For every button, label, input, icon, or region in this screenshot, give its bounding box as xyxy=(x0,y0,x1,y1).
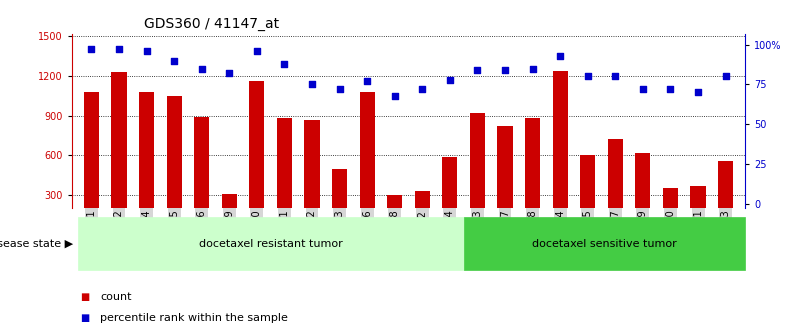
Point xyxy=(333,86,346,92)
Bar xyxy=(718,161,733,208)
Point xyxy=(306,82,319,87)
Point xyxy=(416,86,429,92)
Point xyxy=(553,53,566,58)
Point xyxy=(582,74,594,79)
Bar xyxy=(635,153,650,208)
Bar xyxy=(222,194,237,208)
Bar xyxy=(194,117,209,208)
Bar xyxy=(608,139,623,208)
Bar xyxy=(690,186,706,208)
Bar xyxy=(360,92,375,208)
Bar xyxy=(111,72,127,208)
Text: percentile rank within the sample: percentile rank within the sample xyxy=(100,312,288,323)
Point xyxy=(223,71,235,76)
Point xyxy=(498,68,511,73)
Bar xyxy=(387,195,402,208)
Text: GDS360 / 41147_at: GDS360 / 41147_at xyxy=(144,17,280,31)
Point xyxy=(278,61,291,67)
Bar xyxy=(249,81,264,208)
Text: count: count xyxy=(100,292,131,302)
Point xyxy=(444,77,457,82)
Point xyxy=(719,74,732,79)
Point xyxy=(113,47,126,52)
Bar xyxy=(442,157,457,208)
Text: ■: ■ xyxy=(80,292,90,302)
Bar xyxy=(663,188,678,208)
Point xyxy=(140,48,153,54)
Text: disease state ▶: disease state ▶ xyxy=(0,239,74,249)
Text: docetaxel sensitive tumor: docetaxel sensitive tumor xyxy=(532,239,677,249)
Bar xyxy=(497,126,513,208)
Text: ■: ■ xyxy=(80,312,90,323)
Text: docetaxel resistant tumor: docetaxel resistant tumor xyxy=(199,239,343,249)
Bar xyxy=(332,169,347,208)
Bar xyxy=(415,191,430,208)
Point xyxy=(388,93,401,98)
Point xyxy=(637,86,650,92)
Point xyxy=(360,79,373,84)
Point xyxy=(664,86,677,92)
Bar xyxy=(553,71,568,208)
Point xyxy=(251,48,264,54)
Bar xyxy=(470,113,485,208)
Point xyxy=(85,47,98,52)
Bar xyxy=(139,92,154,208)
Bar xyxy=(580,155,595,208)
Point xyxy=(691,90,704,95)
Bar xyxy=(304,120,320,208)
Point xyxy=(609,74,622,79)
Bar xyxy=(277,118,292,208)
Bar xyxy=(167,96,182,208)
Point xyxy=(526,66,539,71)
Point xyxy=(471,68,484,73)
Point xyxy=(195,66,208,71)
Point xyxy=(167,58,180,63)
Bar xyxy=(84,92,99,208)
Bar xyxy=(525,118,540,208)
